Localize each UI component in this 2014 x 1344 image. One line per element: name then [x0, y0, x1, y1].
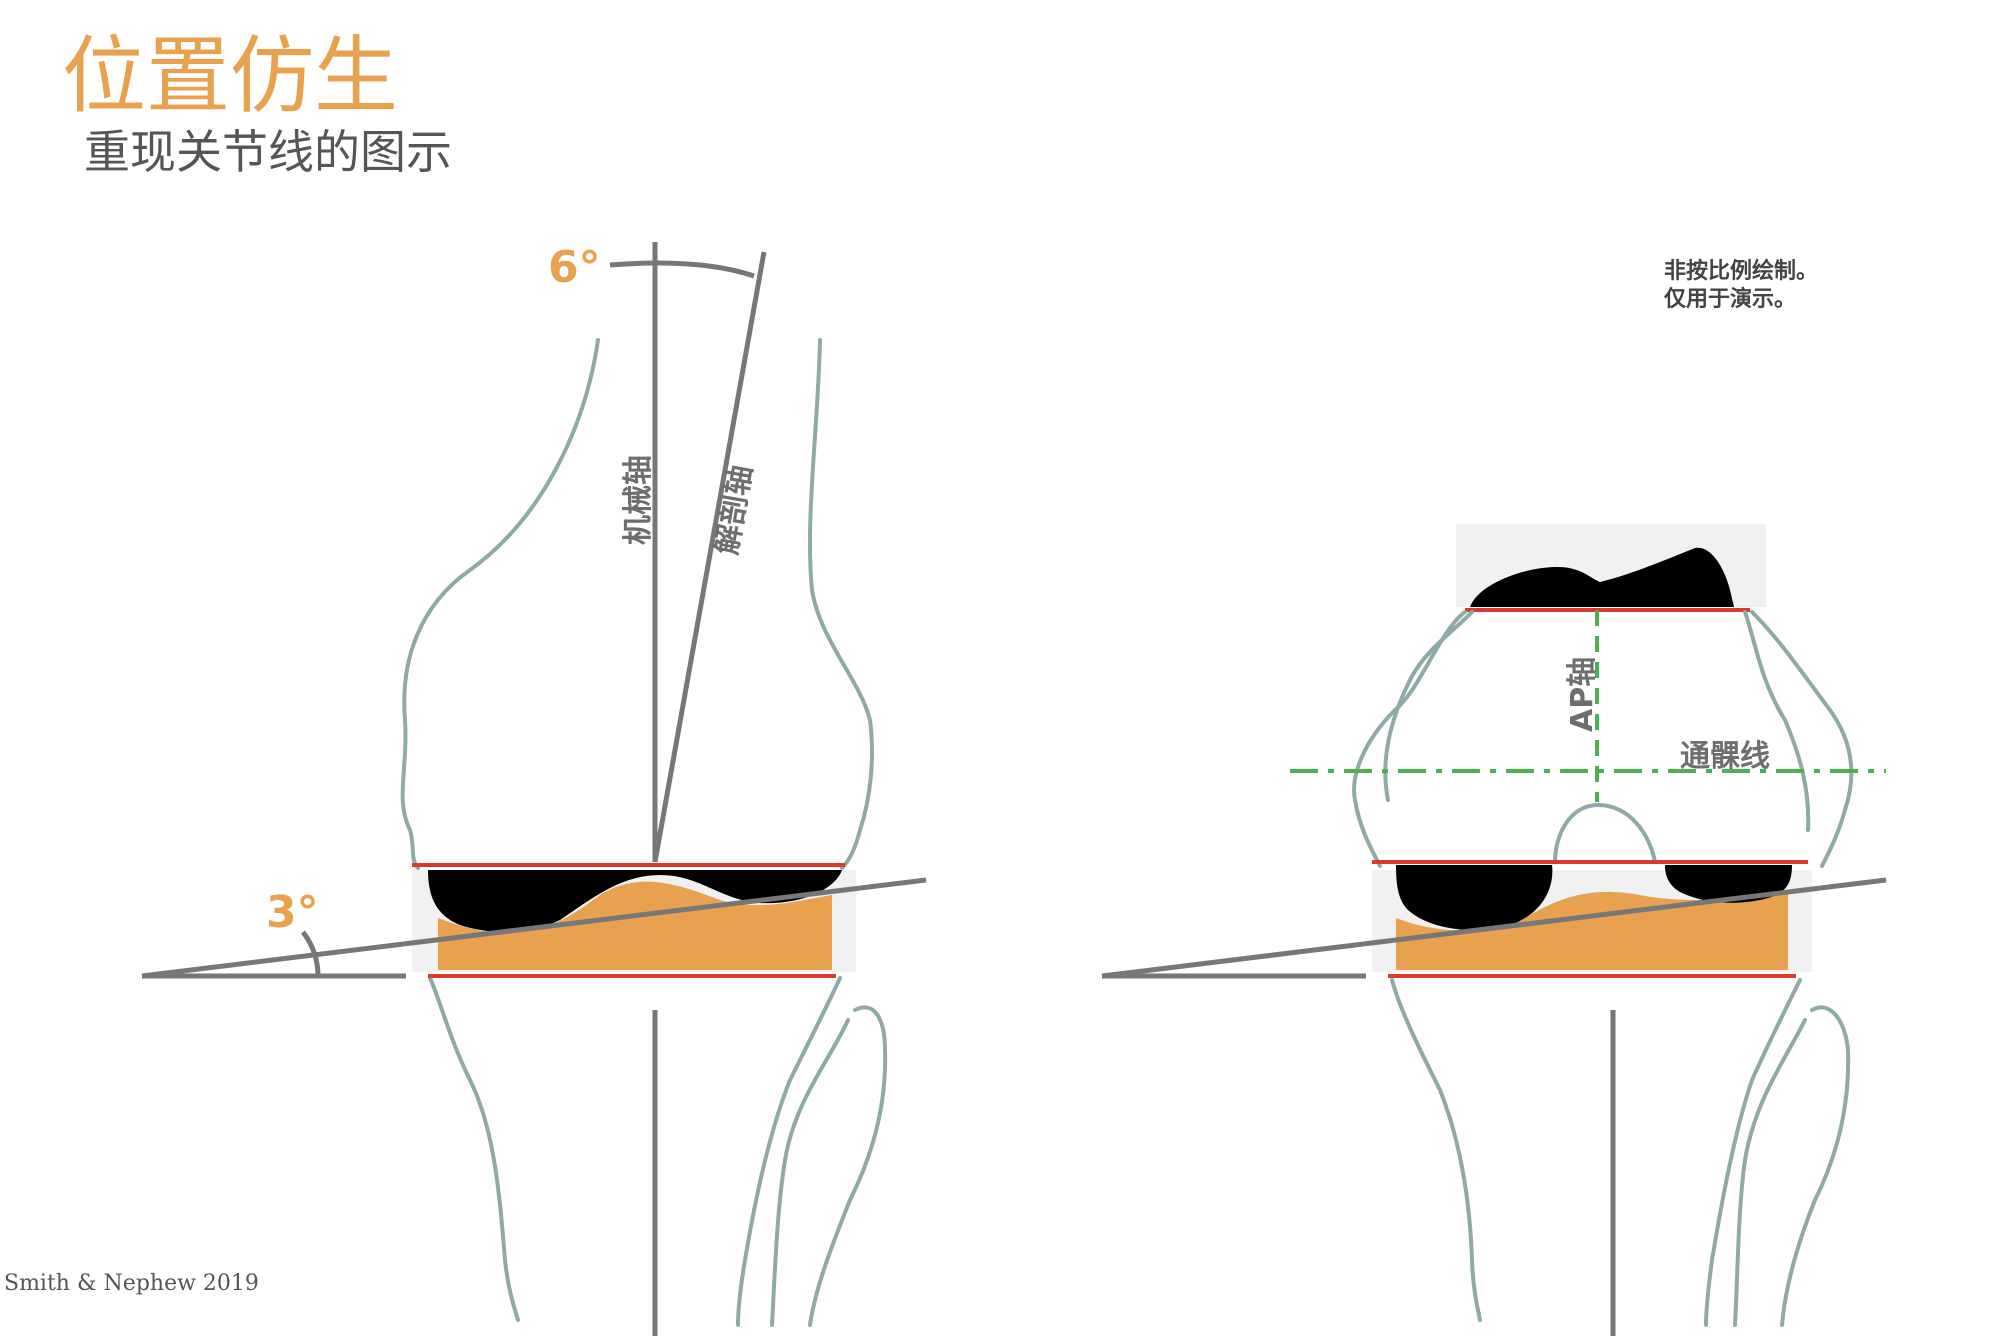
- right-femur-outline-right: [1750, 610, 1854, 868]
- left-tibia-outline-left: [428, 976, 520, 1322]
- right-fibula-outline: [1780, 1005, 1851, 1327]
- page-title: 位置仿生: [62, 27, 398, 125]
- left-bottom-angle-arc: [300, 930, 321, 977]
- left-fibula-inner: [770, 1018, 850, 1327]
- right-tibia-outline-left: [1390, 978, 1482, 1322]
- left-femur-outline-right: [807, 338, 874, 870]
- left-joint-line: [141, 877, 927, 979]
- right-femur-inner-left: [1383, 610, 1474, 802]
- left-top-angle-arc: [609, 260, 755, 279]
- transepicondylar-label: 通髁线: [1680, 739, 1770, 774]
- scale-note-line2: 仅用于演示。: [1664, 286, 1796, 312]
- left-tibia-outline-right: [736, 976, 842, 1327]
- right-tibial-insert: [1396, 890, 1788, 970]
- copyright-text: Smith & Nephew 2019: [4, 1271, 259, 1296]
- right-fibula-inner: [1733, 1018, 1807, 1327]
- right-joint-line: [1101, 877, 1887, 979]
- right-knee-view: AP轴 通髁线: [1101, 524, 1887, 1336]
- left-femur-outline: [400, 338, 600, 870]
- left-femoral-component: [428, 870, 842, 932]
- left-knee-view: 6° 机械轴 解剖轴 3°: [141, 242, 927, 1336]
- right-femur-inner-right: [1743, 610, 1811, 832]
- anatomical-axis-label: 解剖轴: [709, 463, 759, 558]
- right-posterior-component: [1470, 547, 1734, 607]
- ap-axis-label: AP轴: [1565, 657, 1600, 732]
- scale-note-line1: 非按比例绘制。: [1664, 258, 1818, 284]
- left-anatomical-axis-line: [652, 251, 767, 863]
- right-femur-outline-left: [1352, 610, 1467, 868]
- mechanical-axis-label: 机械轴: [621, 455, 656, 545]
- right-intercondylar-notch: [1553, 803, 1657, 864]
- left-fibula-outline: [808, 1005, 888, 1327]
- left-angle-bottom-label: 3°: [266, 887, 319, 938]
- right-tibia-outline-right: [1704, 978, 1802, 1327]
- left-angle-top-label: 6°: [548, 242, 601, 293]
- right-femoral-condyle-medial: [1396, 865, 1553, 930]
- page-subtitle: 重现关节线的图示: [84, 125, 452, 179]
